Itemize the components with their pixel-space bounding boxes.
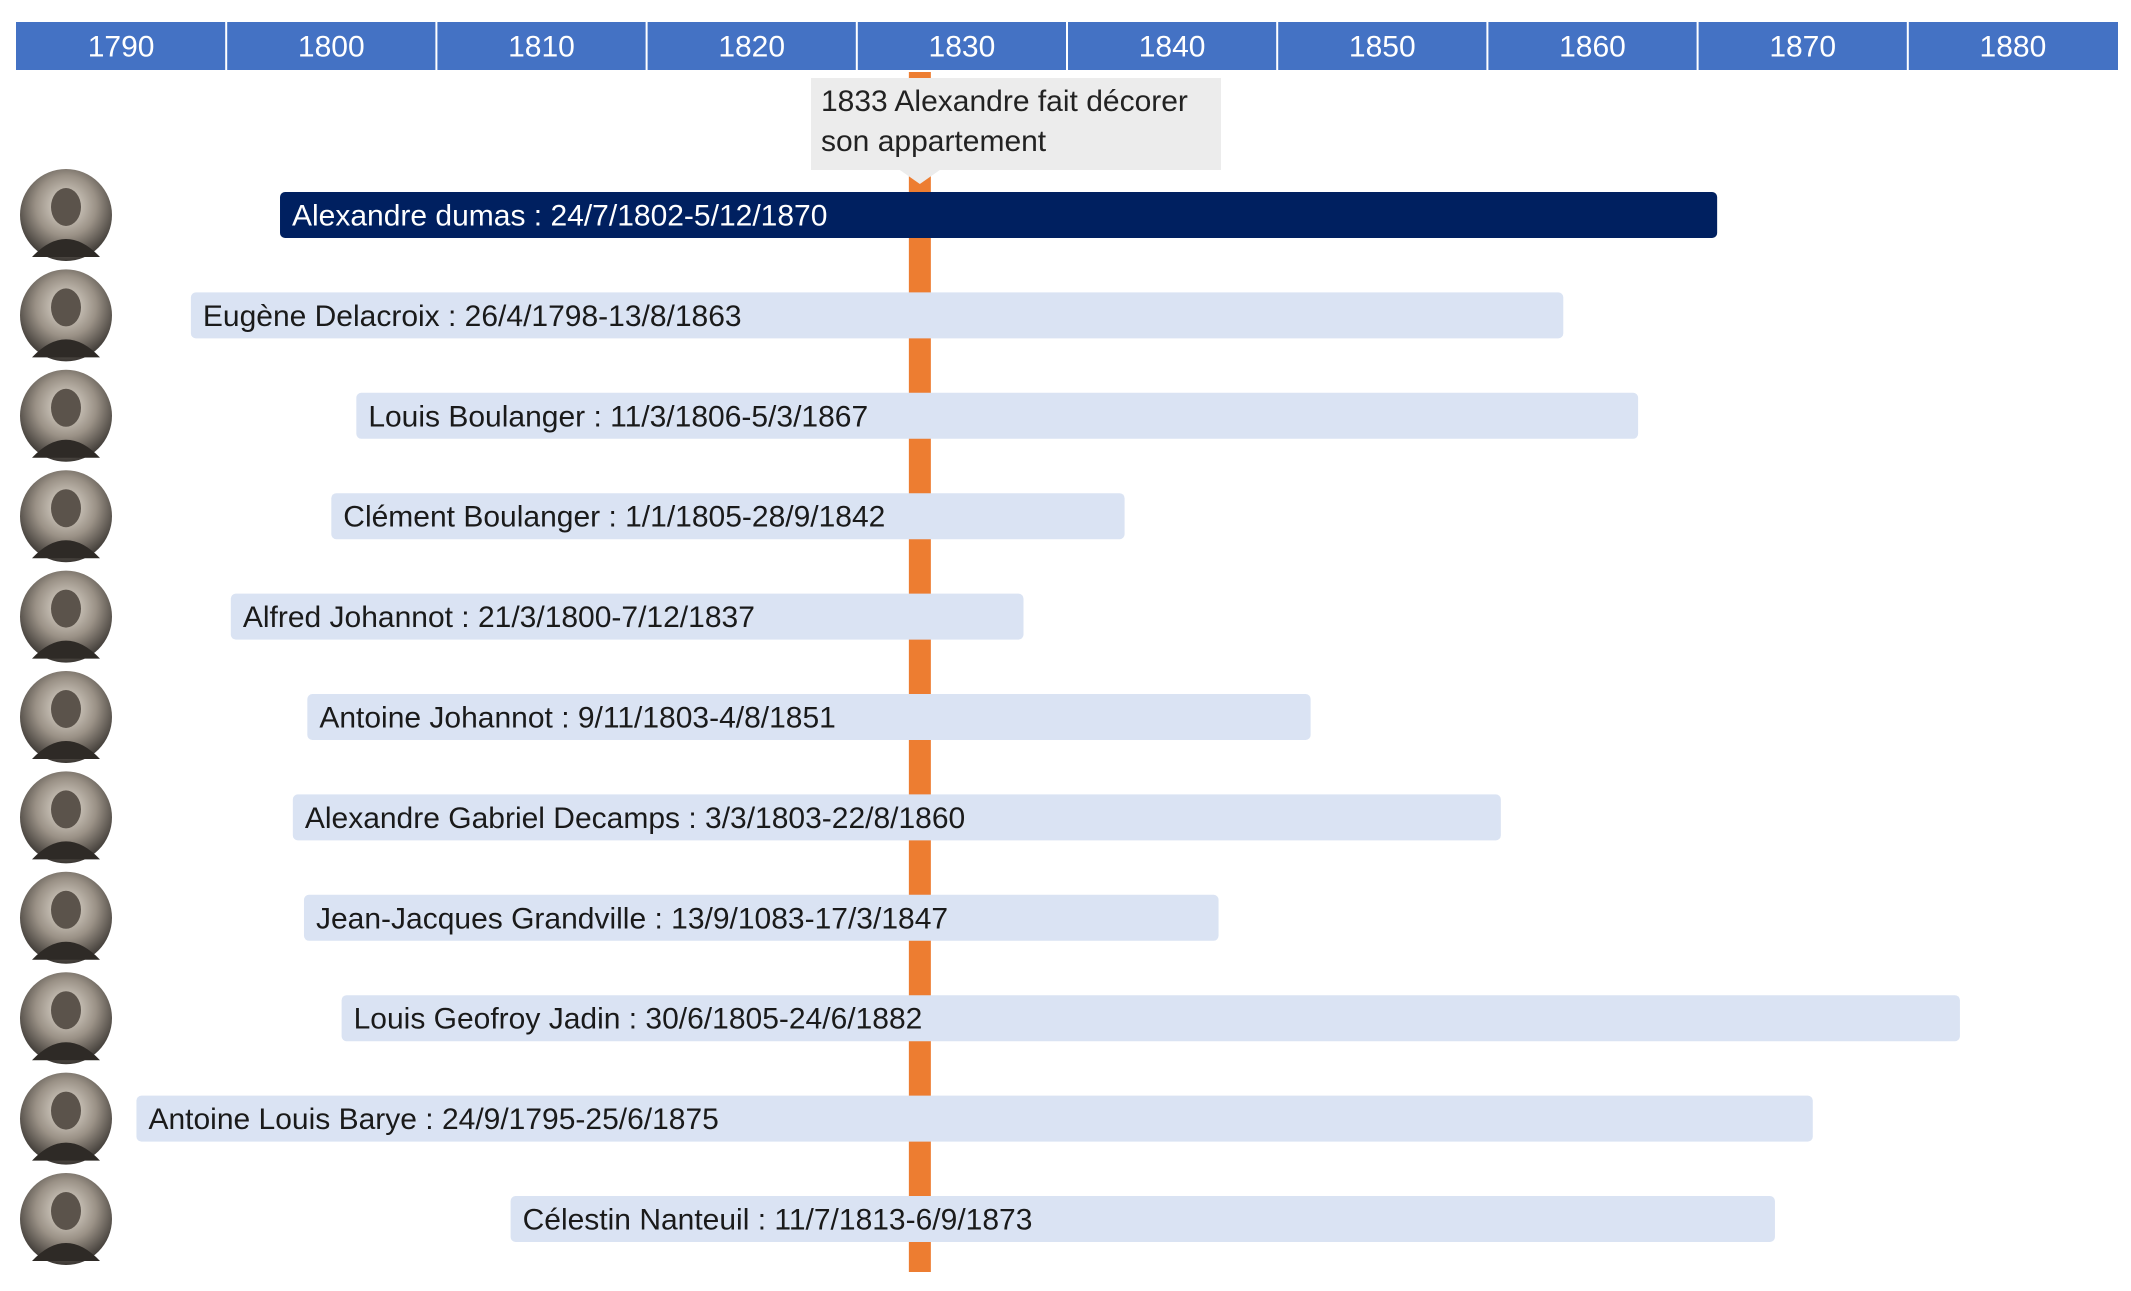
- lifespan-label: Antoine Johannot : 9/11/1803-4/8/1851: [319, 702, 836, 735]
- lifespan-label: Louis Boulanger : 11/3/1806-5/3/1867: [368, 400, 868, 433]
- event-callout: 1833 Alexandre fait décorer son apparteme…: [811, 78, 1221, 184]
- portrait-head: [51, 991, 81, 1030]
- portrait-icon: [20, 871, 112, 964]
- decade-divider: [645, 22, 648, 70]
- portrait-body: [32, 640, 100, 659]
- lifespan-bars: Alexandre dumas : 24/7/1802-5/12/1870 Eug…: [136, 192, 1960, 1242]
- decade-label: 1810: [508, 31, 575, 64]
- lifespan-bar: [331, 493, 1125, 540]
- lifespan-label: Eugène Delacroix : 26/4/1798-13/8/1863: [203, 300, 742, 333]
- decade-label: 1800: [298, 31, 365, 64]
- decade-divider: [1906, 22, 1909, 70]
- decade-label: 1830: [929, 31, 996, 64]
- portrait-icon: [20, 972, 112, 1065]
- portrait-head: [51, 388, 81, 427]
- portrait-icon: [20, 570, 112, 663]
- decade-divider: [435, 22, 438, 70]
- portrait-icon: [20, 369, 112, 462]
- lifespan-label: Antoine Louis Barye : 24/9/1795-25/6/187…: [148, 1103, 718, 1136]
- portrait-icon: [20, 771, 112, 864]
- portrait-head: [51, 1091, 81, 1130]
- portrait-body: [32, 339, 100, 358]
- event-marker-line: [908, 72, 931, 1272]
- decade-label: 1860: [1559, 31, 1626, 64]
- lifespan-label: Célestin Nanteuil : 11/7/1813-6/9/1873: [523, 1204, 1033, 1237]
- portrait-body: [32, 1042, 100, 1061]
- portrait-head: [51, 589, 81, 628]
- lifespan-bar: [292, 794, 1501, 841]
- portrait-icon: [20, 1072, 112, 1165]
- decade-label: 1820: [718, 31, 785, 64]
- portrait-body: [32, 741, 100, 759]
- event-marker-group: [908, 72, 931, 1272]
- callout-text-line: 1833 Alexandre fait décorer: [821, 85, 1188, 118]
- portrait-icon: [20, 1173, 112, 1265]
- lifespan-bar: [230, 593, 1024, 640]
- portrait-body: [32, 841, 100, 860]
- callout-text-line: son appartement: [821, 125, 1047, 158]
- lifespan-bar: [341, 995, 1960, 1042]
- decade-label: 1840: [1139, 31, 1206, 64]
- lifespan-bar: [190, 292, 1564, 339]
- decade-label: 1870: [1769, 31, 1836, 64]
- decade-divider: [1696, 22, 1699, 70]
- decade-divider: [225, 22, 228, 70]
- lifespan-bar: [303, 894, 1219, 941]
- portrait-head: [51, 1192, 81, 1230]
- decade-label: 1850: [1349, 31, 1416, 64]
- lifespan-label: Alexandre Gabriel Decamps : 3/3/1803-22/…: [305, 802, 965, 835]
- callout-box: [811, 78, 1221, 184]
- lifespan-label: Clément Boulanger : 1/1/1805-28/9/1842: [343, 501, 885, 534]
- lifespan-bar: [307, 694, 1311, 740]
- portrait-body: [32, 239, 100, 257]
- portrait-body: [32, 439, 100, 458]
- lifespan-bar: [356, 392, 1639, 439]
- portrait-body: [32, 540, 100, 559]
- decade-label: 1880: [1980, 31, 2047, 64]
- portrait-icon: [20, 671, 112, 763]
- lifespan-label: Louis Geofroy Jadin : 30/6/1805-24/6/188…: [354, 1003, 923, 1036]
- lifespan-label: Jean-Jacques Grandville : 13/9/1083-17/3…: [316, 902, 948, 935]
- portrait-icon: [20, 169, 112, 261]
- decade-divider: [1486, 22, 1489, 70]
- portraits: [20, 169, 112, 1265]
- decade-divider: [855, 22, 858, 70]
- lifespan-label: Alexandre dumas : 24/7/1802-5/12/1870: [292, 200, 827, 233]
- portrait-head: [51, 890, 81, 929]
- decade-divider: [1066, 22, 1068, 70]
- portrait-body: [32, 1243, 100, 1261]
- decade-header: 1790 1800 1810 1820 1830 1840 1850 1860 1870 1880: [16, 22, 2118, 70]
- lifespan-bar: [510, 1196, 1775, 1242]
- decade-divider: [1276, 22, 1279, 70]
- lifespan-label: Alfred Johannot : 21/3/1800-7/12/1837: [243, 601, 755, 634]
- lifespan-bar: [136, 1095, 1813, 1142]
- portrait-head: [51, 690, 81, 728]
- portrait-body: [32, 1142, 100, 1161]
- portrait-head: [51, 790, 81, 829]
- portrait-head: [51, 489, 81, 528]
- portrait-icon: [20, 269, 112, 362]
- portrait-head: [51, 188, 81, 226]
- lifespan-bar: [280, 192, 1718, 238]
- portrait-icon: [20, 470, 112, 563]
- portrait-body: [32, 941, 100, 960]
- portrait-head: [51, 288, 81, 327]
- decade-label: 1790: [88, 31, 155, 64]
